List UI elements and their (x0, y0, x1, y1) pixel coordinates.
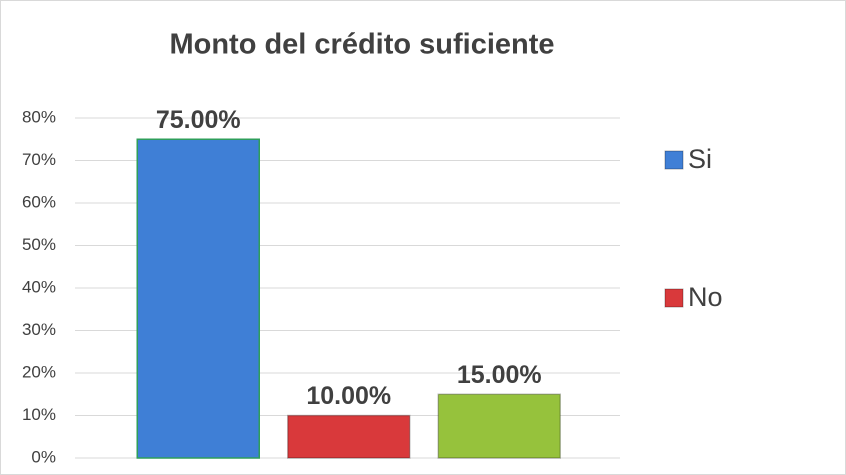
legend-label: Si (688, 144, 712, 174)
value-label: 10.00% (306, 382, 391, 410)
chart-title: Monto del crédito suficiente (169, 29, 554, 61)
y-tick-label: 10% (22, 405, 56, 424)
legend-label: No (688, 282, 723, 312)
y-tick-label: 60% (22, 192, 56, 211)
bar (437, 393, 561, 459)
legend-swatch (664, 288, 684, 308)
y-tick-label: 40% (22, 277, 56, 296)
value-label: 15.00% (457, 361, 542, 389)
legend-swatch (664, 150, 684, 170)
y-tick-label: 20% (22, 362, 56, 381)
value-label: 75.00% (156, 106, 241, 134)
y-tick-label: 70% (22, 150, 56, 169)
y-tick-label: 0% (31, 447, 56, 466)
bar (136, 138, 260, 459)
y-tick-label: 80% (22, 107, 56, 126)
y-tick-label: 30% (22, 320, 56, 339)
bar (287, 414, 411, 459)
y-tick-label: 50% (22, 235, 56, 254)
